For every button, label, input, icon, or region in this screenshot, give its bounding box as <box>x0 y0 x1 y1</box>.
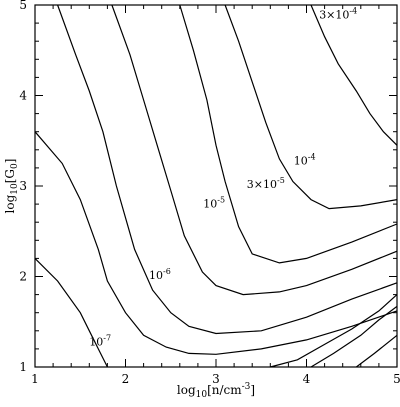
contour-label-3: 10-5 <box>203 196 225 211</box>
x-tick-label-2: 3 <box>212 372 220 386</box>
contour-line-2 <box>57 4 398 335</box>
y-tick-label-4: 5 <box>19 0 27 12</box>
contour-line-4 <box>179 4 398 264</box>
contour-line-1 <box>34 131 398 355</box>
contour-labels: 10-7 10-6 10-5 3×10-5 10-4 3×10-4 <box>89 7 357 349</box>
axis-ticks <box>34 4 398 368</box>
y-tick-label-1: 2 <box>19 270 27 284</box>
y-tick-label-2: 3 <box>19 179 27 193</box>
x-axis-label: log10[n/cm-3] <box>177 382 255 400</box>
contour-curves <box>34 4 398 368</box>
contour-line-6 <box>310 4 398 146</box>
x-tick-label-4: 5 <box>393 372 400 386</box>
y-tick-label-3: 4 <box>19 89 27 103</box>
contour-line-5 <box>224 4 398 210</box>
y-axis-label: log10[G0] <box>3 159 20 214</box>
x-tick-label-1: 2 <box>122 372 130 386</box>
plot-frame <box>34 4 398 368</box>
contour-label-6: 3×10-4 <box>319 7 357 22</box>
contour-line-8 <box>310 305 398 368</box>
axis-tick-labels: 1 2 3 4 5 1 2 3 4 5 <box>19 0 400 386</box>
contour-line-7 <box>270 294 398 368</box>
contour-line-9 <box>355 334 398 368</box>
y-tick-label-0: 1 <box>19 360 27 374</box>
contour-label-2: 10-6 <box>149 267 171 282</box>
x-tick-label-3: 4 <box>303 372 311 386</box>
contour-line-3 <box>111 4 398 296</box>
contour-label-5: 10-4 <box>294 152 316 167</box>
x-tick-label-0: 1 <box>31 372 39 386</box>
contour-label-4: 3×10-5 <box>247 176 285 191</box>
contour-line-0 <box>34 257 108 368</box>
contour-label-0: 10-7 <box>89 333 111 348</box>
